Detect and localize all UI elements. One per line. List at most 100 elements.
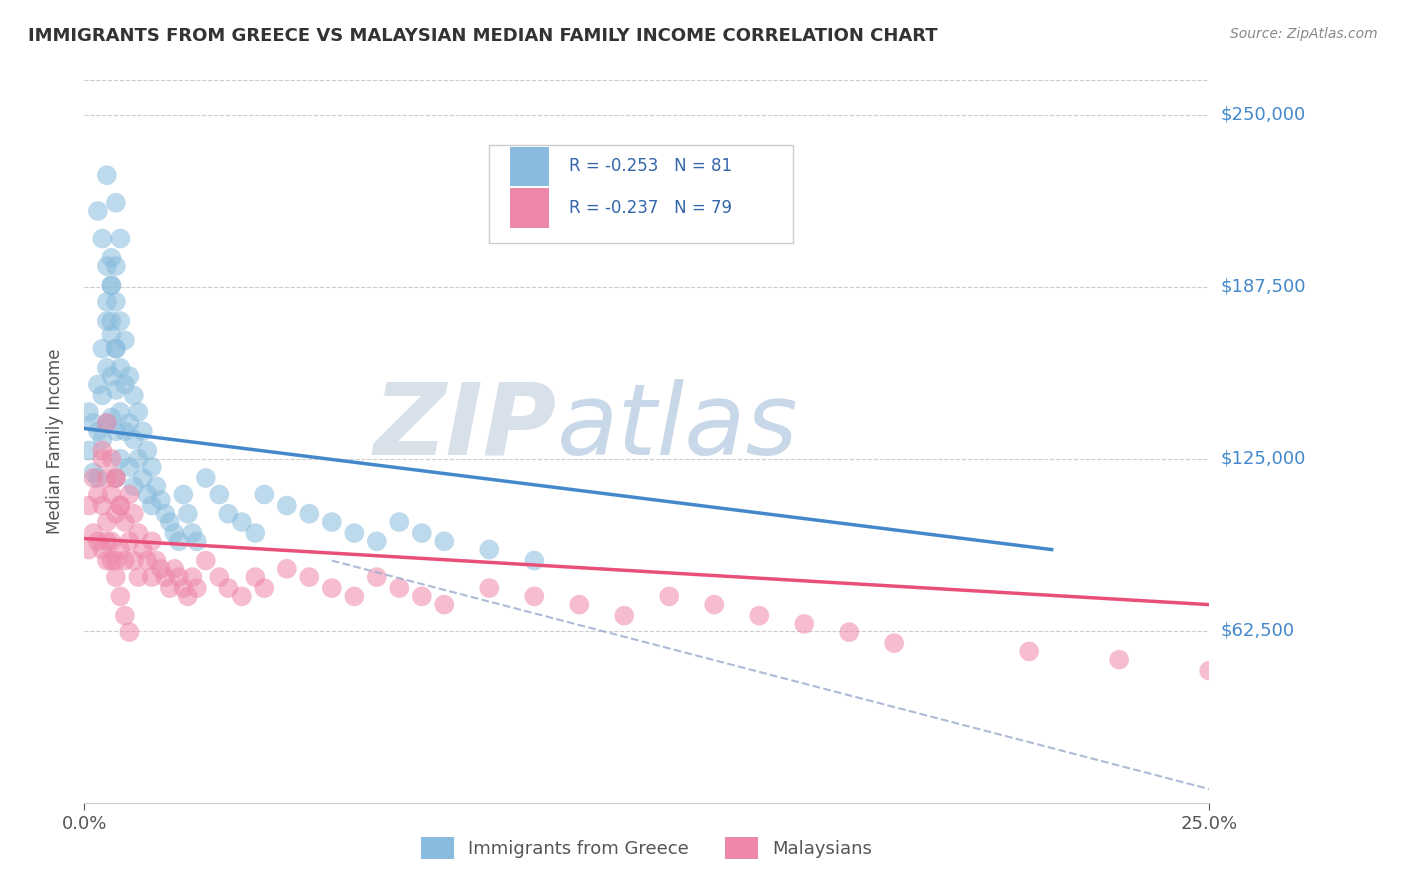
Point bbox=[145, 479, 167, 493]
Point bbox=[77, 499, 100, 513]
Point bbox=[96, 534, 118, 549]
Point bbox=[77, 405, 100, 419]
Point bbox=[122, 507, 145, 521]
Point bbox=[104, 471, 127, 485]
Point bbox=[104, 471, 127, 485]
Point bbox=[1018, 644, 1040, 658]
Point bbox=[114, 608, 136, 623]
Point bbox=[141, 570, 163, 584]
Point bbox=[217, 507, 239, 521]
Point bbox=[343, 590, 366, 604]
Point bbox=[245, 570, 267, 584]
Point bbox=[298, 507, 321, 521]
Point bbox=[276, 562, 298, 576]
Point bbox=[87, 424, 110, 438]
Text: R = -0.237   N = 79: R = -0.237 N = 79 bbox=[569, 199, 733, 218]
Point bbox=[127, 451, 149, 466]
Point bbox=[100, 369, 122, 384]
Point bbox=[523, 553, 546, 567]
Point bbox=[110, 360, 132, 375]
Point bbox=[100, 278, 122, 293]
Point bbox=[141, 534, 163, 549]
Point bbox=[253, 487, 276, 501]
Point bbox=[100, 534, 122, 549]
Text: $62,500: $62,500 bbox=[1220, 622, 1295, 640]
Point bbox=[114, 424, 136, 438]
Point bbox=[159, 515, 181, 529]
Point bbox=[96, 553, 118, 567]
Point bbox=[208, 570, 231, 584]
Point bbox=[96, 259, 118, 273]
Point bbox=[100, 553, 122, 567]
Point bbox=[110, 542, 132, 557]
Point bbox=[100, 487, 122, 501]
Point bbox=[366, 570, 388, 584]
Point bbox=[100, 251, 122, 265]
Point bbox=[96, 168, 118, 182]
Point bbox=[87, 204, 110, 219]
Point bbox=[110, 314, 132, 328]
Point bbox=[118, 416, 141, 430]
Point bbox=[132, 471, 155, 485]
Point bbox=[478, 581, 501, 595]
Point bbox=[87, 487, 110, 501]
Point bbox=[276, 499, 298, 513]
Point bbox=[96, 314, 118, 328]
Point bbox=[411, 526, 433, 541]
Point bbox=[110, 590, 132, 604]
Point bbox=[141, 499, 163, 513]
Point bbox=[118, 625, 141, 640]
Point bbox=[91, 542, 114, 557]
Point bbox=[77, 542, 100, 557]
Point bbox=[127, 526, 149, 541]
Point bbox=[703, 598, 725, 612]
Point bbox=[433, 598, 456, 612]
Point bbox=[104, 570, 127, 584]
Point bbox=[298, 570, 321, 584]
Point bbox=[91, 451, 114, 466]
Point bbox=[366, 534, 388, 549]
Point bbox=[245, 526, 267, 541]
Point bbox=[217, 581, 239, 595]
Point bbox=[748, 608, 770, 623]
Text: IMMIGRANTS FROM GREECE VS MALAYSIAN MEDIAN FAMILY INCOME CORRELATION CHART: IMMIGRANTS FROM GREECE VS MALAYSIAN MEDI… bbox=[28, 27, 938, 45]
Point bbox=[110, 451, 132, 466]
Point bbox=[91, 443, 114, 458]
Point bbox=[253, 581, 276, 595]
Point bbox=[388, 515, 411, 529]
Point bbox=[122, 553, 145, 567]
Point bbox=[104, 553, 127, 567]
Point bbox=[87, 377, 110, 392]
Point bbox=[388, 581, 411, 595]
Point bbox=[82, 466, 104, 480]
Point bbox=[118, 460, 141, 475]
Point bbox=[136, 487, 159, 501]
Point bbox=[181, 526, 204, 541]
Point bbox=[321, 581, 343, 595]
Point bbox=[658, 590, 681, 604]
Point bbox=[343, 526, 366, 541]
Point bbox=[177, 507, 200, 521]
Point bbox=[96, 416, 118, 430]
Point bbox=[77, 443, 100, 458]
Point bbox=[96, 294, 118, 309]
Point bbox=[110, 231, 132, 245]
Point bbox=[118, 487, 141, 501]
Point bbox=[104, 471, 127, 485]
Point bbox=[132, 542, 155, 557]
Point bbox=[167, 534, 190, 549]
Point bbox=[155, 507, 177, 521]
Bar bbox=[509, 188, 548, 228]
Point bbox=[91, 499, 114, 513]
Point bbox=[96, 471, 118, 485]
Point bbox=[122, 479, 145, 493]
Point bbox=[163, 526, 186, 541]
Point bbox=[110, 405, 132, 419]
Point bbox=[118, 369, 141, 384]
Text: Source: ZipAtlas.com: Source: ZipAtlas.com bbox=[1230, 27, 1378, 41]
Point bbox=[194, 553, 217, 567]
Point bbox=[163, 562, 186, 576]
Point bbox=[155, 570, 177, 584]
Point bbox=[194, 471, 217, 485]
Point bbox=[186, 581, 208, 595]
